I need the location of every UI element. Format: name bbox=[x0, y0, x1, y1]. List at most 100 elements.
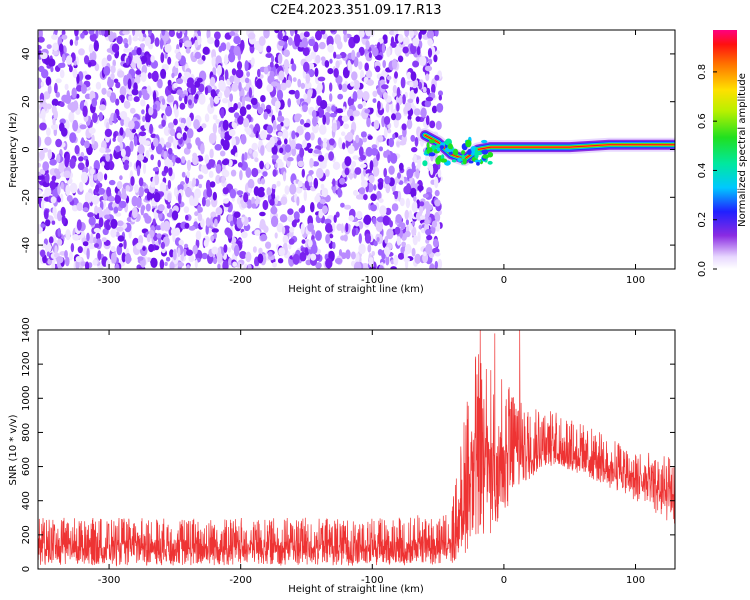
spectrogram-noise-blob bbox=[418, 81, 423, 90]
spectrogram-noise-blob bbox=[163, 220, 171, 232]
spectrogram-noise-blob bbox=[406, 168, 414, 179]
spectrogram-noise-blob bbox=[304, 180, 309, 189]
spectrogram-noise-blob bbox=[387, 128, 392, 134]
spectrogram-noise-blob bbox=[383, 116, 391, 125]
spectrogram-noise-blob bbox=[38, 175, 45, 180]
spectrogram-noise-blob bbox=[340, 223, 344, 234]
spectrogram-noise-blob bbox=[233, 211, 241, 218]
spectrogram-noise-blob bbox=[230, 148, 236, 155]
spectrogram-noise-blob bbox=[314, 195, 321, 203]
spectrogram-noise-blob bbox=[165, 256, 171, 262]
spectrogram-noise-blob bbox=[300, 82, 306, 89]
spectrogram-noise-blob bbox=[340, 202, 345, 208]
spectrogram-noise-blob bbox=[153, 192, 161, 203]
spectrogram-noise-blob bbox=[88, 30, 95, 36]
spectrogram-noise-blob bbox=[367, 244, 372, 253]
spectrogram-noise-blob bbox=[75, 85, 83, 92]
snr-y-tick-label: 400 bbox=[21, 491, 32, 510]
spectrogram-noise-blob bbox=[64, 83, 69, 91]
spectrogram-noise-blob bbox=[308, 170, 314, 175]
spectrogram-signal-blob bbox=[487, 160, 493, 165]
spectrogram-noise-blob bbox=[128, 34, 132, 46]
spectrogram-noise-blob bbox=[38, 36, 45, 43]
spectrogram-noise-blob bbox=[87, 61, 92, 67]
spectrogram-noise-blob bbox=[85, 261, 90, 269]
spectrogram-noise-blob bbox=[253, 186, 260, 197]
spectrogram-noise-blob bbox=[403, 36, 410, 46]
spectrogram-noise-blob bbox=[217, 263, 221, 269]
spectrogram-noise-blob bbox=[87, 212, 94, 218]
spectrogram-noise-blob bbox=[197, 213, 203, 222]
spectrogram-noise-blob bbox=[194, 211, 199, 217]
spectrogram-noise-blob bbox=[260, 95, 266, 103]
spectrogram-y-tick-label: -20 bbox=[21, 189, 32, 205]
spectrogram-noise-blob bbox=[311, 110, 317, 118]
spectrogram-y-tick-label: 0 bbox=[21, 146, 32, 152]
spectrogram-noise-blob bbox=[50, 196, 57, 204]
spectrogram-noise-blob bbox=[113, 206, 119, 214]
spectrogram-y-tick-label: 40 bbox=[21, 48, 32, 61]
spectrogram-noise-blob bbox=[391, 203, 399, 212]
spectrogram-noise-blob bbox=[414, 253, 422, 264]
colorbar: 0.0 0.2 0.4 0.6 0.8 Normalized spectral ampl… bbox=[697, 30, 748, 277]
spectrogram-noise-blob bbox=[110, 246, 116, 253]
spectrogram-noise-blob bbox=[124, 253, 132, 264]
spectrogram-noise-blob bbox=[404, 230, 411, 238]
spectrogram-noise-blob bbox=[269, 198, 275, 206]
spectrogram-y-tick-label: 20 bbox=[21, 95, 32, 108]
spectrogram-noise-blob bbox=[110, 218, 118, 229]
spectrogram-noise-blob bbox=[188, 99, 192, 106]
spectrogram-noise-blob bbox=[277, 31, 283, 41]
spectrogram-noise-blob bbox=[237, 115, 244, 125]
spectrogram-noise-blob bbox=[115, 81, 121, 89]
spectrogram-noise-blob bbox=[277, 53, 283, 65]
spectrogram-noise-blob bbox=[422, 86, 427, 93]
spectrogram-noise-blob bbox=[319, 99, 328, 110]
spectrogram-noise-blob bbox=[149, 123, 154, 135]
spectrogram-noise-blob bbox=[269, 61, 274, 68]
snr-x-axis-label: Height of straight line (km) bbox=[288, 584, 424, 595]
spectrogram-noise-blob bbox=[248, 32, 256, 40]
spectrogram-noise-blob bbox=[193, 119, 200, 130]
snr-x-tick-label: -200 bbox=[229, 575, 252, 586]
spectrogram-noise-blob bbox=[377, 135, 384, 143]
spectrogram-noise-blob bbox=[396, 236, 401, 246]
spectrogram-noise-blob bbox=[117, 70, 125, 78]
spectrogram-noise-blob bbox=[341, 83, 348, 93]
spectrogram-noise-blob bbox=[112, 59, 116, 67]
spectrogram-noise-blob bbox=[248, 148, 253, 154]
spectrogram-noise-blob bbox=[419, 201, 425, 207]
spectrogram-noise-blob bbox=[247, 178, 255, 189]
spectrogram-noise-blob bbox=[54, 168, 59, 174]
spectrogram-noise-blob bbox=[287, 98, 292, 108]
spectrogram-x-tick-label: -100 bbox=[361, 275, 384, 286]
spectrogram-noise-blob bbox=[192, 244, 198, 255]
spectrogram-noise-blob bbox=[364, 62, 370, 72]
spectrogram-noise-blob bbox=[210, 89, 216, 98]
colorbar-tick-label: 0.2 bbox=[697, 212, 708, 228]
spectrogram-noise-blob bbox=[352, 110, 360, 117]
spectrogram-noise-blob bbox=[351, 49, 356, 61]
spectrogram-noise-blob bbox=[257, 190, 265, 198]
spectrogram-noise-blob bbox=[233, 103, 238, 111]
spectrogram-noise-blob bbox=[262, 171, 268, 177]
spectrogram-noise-blob bbox=[55, 78, 62, 84]
spectrogram-noise-blob bbox=[215, 118, 221, 125]
spectrogram-noise-blob bbox=[194, 51, 202, 60]
spectrogram-noise-blob bbox=[222, 97, 229, 104]
spectrogram-noise-blob bbox=[319, 124, 327, 135]
spectrogram-noise-blob bbox=[252, 246, 257, 253]
spectrogram-noise-blob bbox=[233, 45, 241, 56]
spectrogram-noise-blob bbox=[275, 103, 279, 113]
spectrogram-noise-blob bbox=[332, 161, 341, 170]
spectrogram-noise-blob bbox=[141, 64, 148, 75]
spectrogram-noise-blob bbox=[322, 141, 327, 149]
spectrogram-noise-blob bbox=[192, 177, 197, 187]
spectrogram-noise-blob bbox=[54, 82, 58, 94]
spectrogram-noise-blob bbox=[88, 243, 96, 250]
spectrogram-noise-blob bbox=[378, 146, 383, 152]
spectrogram-noise-blob bbox=[399, 197, 405, 207]
spectrogram-noise-blob bbox=[160, 241, 165, 249]
spectrogram-noise-blob bbox=[384, 175, 391, 185]
